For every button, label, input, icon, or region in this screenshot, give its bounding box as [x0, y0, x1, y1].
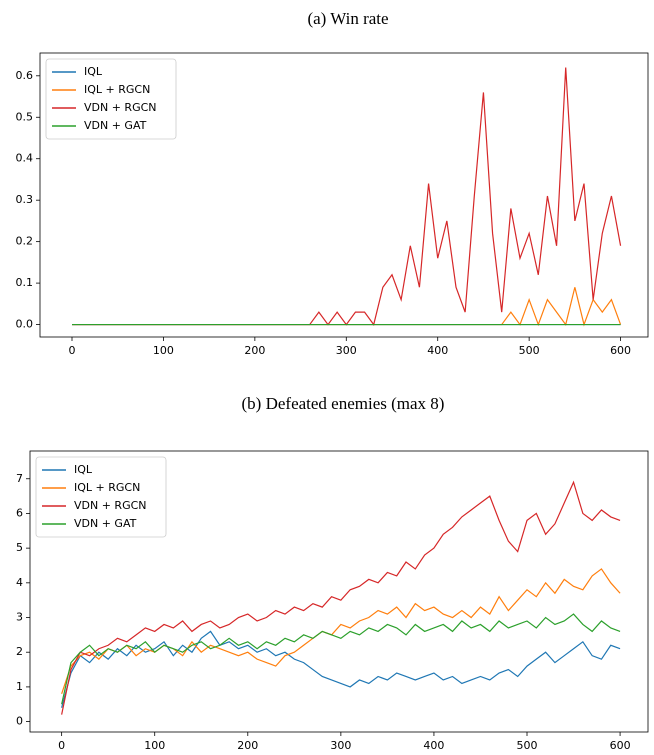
legend-box — [35, 456, 167, 538]
legend-label: IQL — [84, 65, 103, 78]
x-tick-label: 500 — [519, 344, 540, 357]
y-tick-label: 2 — [16, 645, 23, 658]
x-tick-label: 400 — [427, 344, 448, 357]
y-tick-label: 7 — [16, 472, 23, 485]
x-tick-label: 300 — [330, 739, 351, 752]
y-tick-label: 3 — [16, 611, 23, 624]
chart-title: (b) Defeated enemies (max 8) — [242, 394, 445, 413]
legend-box — [45, 58, 177, 140]
series-line — [61, 568, 621, 695]
series-line — [72, 287, 622, 327]
x-tick-label: 200 — [244, 344, 265, 357]
legend-label: VDN + GAT — [84, 119, 147, 132]
y-tick-label: 0.2 — [16, 235, 34, 248]
legend-label: VDN + GAT — [74, 517, 137, 530]
chart-title: (a) Win rate — [307, 9, 388, 28]
y-tick-label: 0.3 — [16, 193, 34, 206]
x-tick-label: 500 — [517, 739, 538, 752]
y-tick-label: 0.0 — [16, 318, 34, 331]
y-tick-label: 0.5 — [16, 110, 34, 123]
y-tick-label: 0 — [16, 715, 23, 728]
x-tick-label: 200 — [237, 739, 258, 752]
legend-label: VDN + RGCN — [74, 499, 147, 512]
y-tick-label: 6 — [16, 506, 23, 519]
plot-frame — [29, 450, 649, 733]
x-tick-label: 100 — [144, 739, 165, 752]
series-line — [61, 630, 621, 708]
y-tick-label: 4 — [16, 576, 23, 589]
x-tick-label: 600 — [610, 344, 631, 357]
legend-label: IQL + RGCN — [84, 83, 150, 96]
x-tick-label: 100 — [153, 344, 174, 357]
y-tick-label: 0.4 — [16, 152, 34, 165]
y-tick-label: 0.1 — [16, 276, 34, 289]
legend-label: IQL + RGCN — [74, 481, 140, 494]
plot-frame — [39, 52, 649, 338]
y-tick-label: 1 — [16, 680, 23, 693]
legend-label: IQL — [74, 463, 93, 476]
x-tick-label: 300 — [336, 344, 357, 357]
legend-label: VDN + RGCN — [84, 101, 157, 114]
y-tick-label: 0.6 — [16, 69, 34, 82]
x-tick-label: 600 — [610, 739, 631, 752]
series-line — [61, 480, 621, 715]
x-tick-label: 0 — [58, 739, 65, 752]
series-line — [61, 613, 621, 705]
x-tick-label: 0 — [69, 344, 76, 357]
x-tick-label: 400 — [423, 739, 444, 752]
y-tick-label: 5 — [16, 541, 23, 554]
